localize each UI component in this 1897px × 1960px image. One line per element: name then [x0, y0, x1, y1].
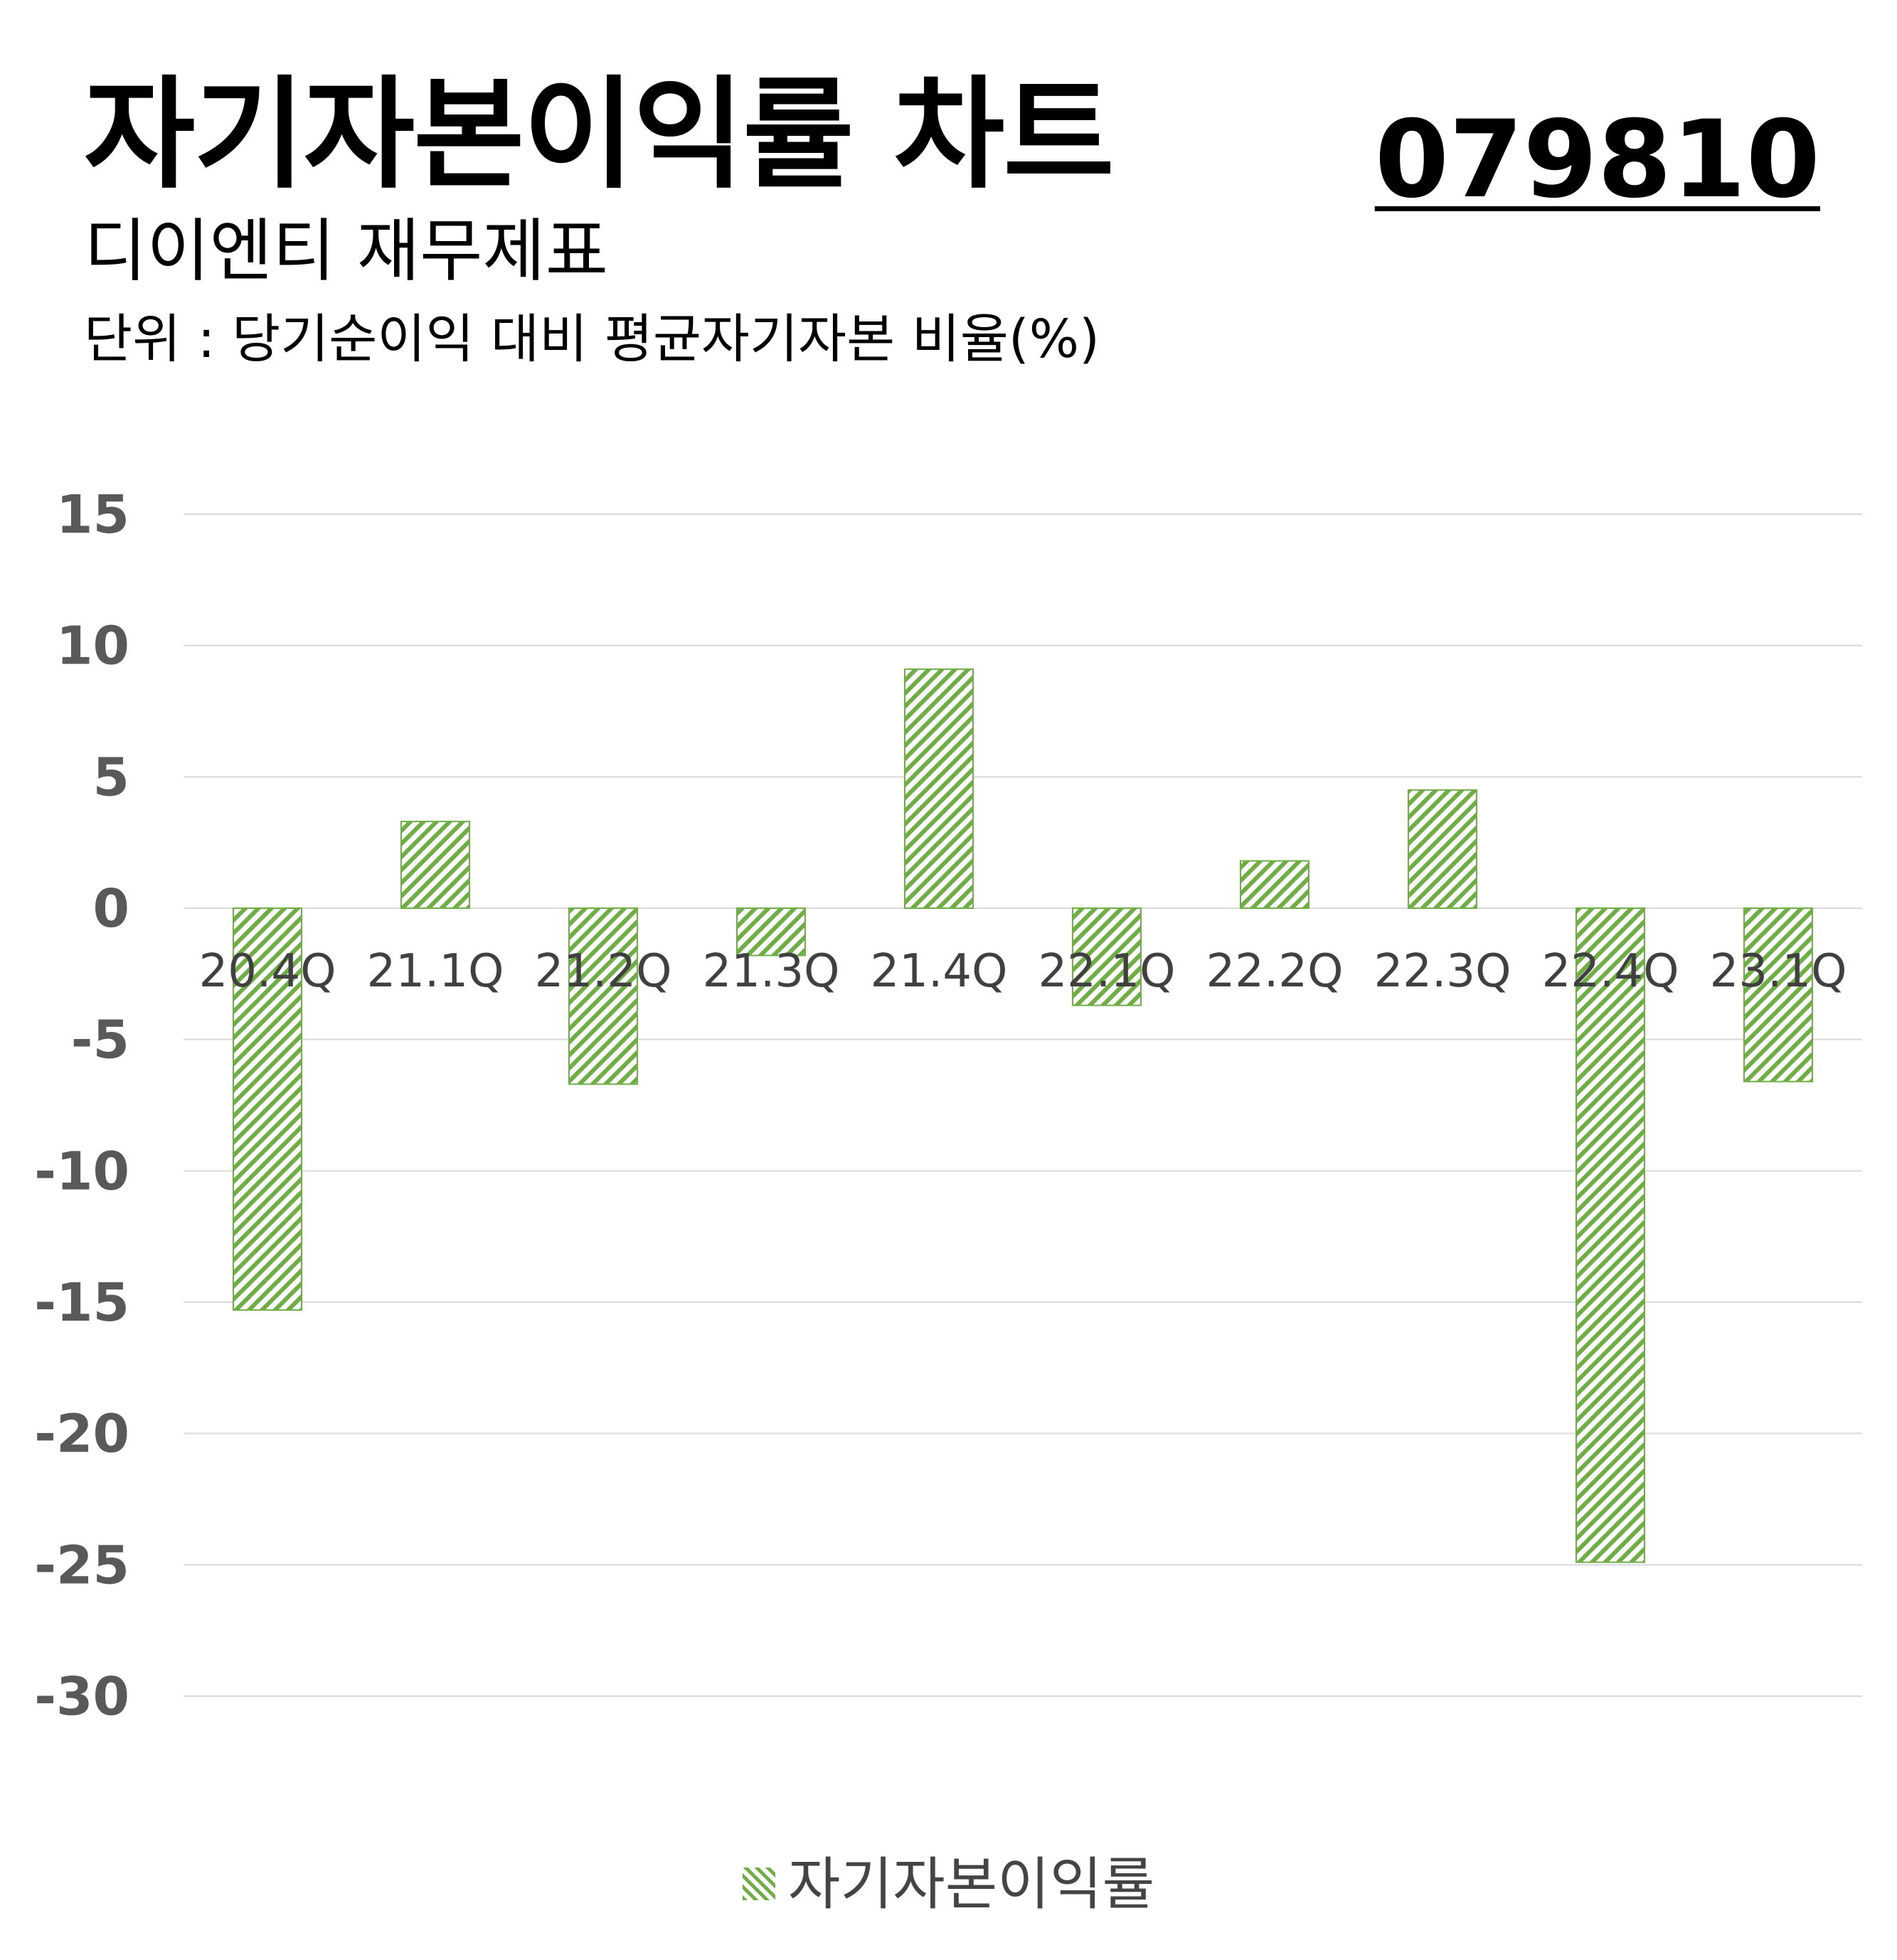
- y-tick-label: -15: [34, 1272, 129, 1333]
- y-tick-label: -5: [71, 1010, 129, 1071]
- bar-22.2Q: [1240, 860, 1309, 910]
- bar-22.3Q: [1408, 789, 1477, 910]
- y-tick-label: -30: [34, 1666, 129, 1727]
- x-category-label: 21.1Q: [367, 945, 504, 998]
- y-tick-label: 5: [93, 747, 130, 808]
- bar-20.4Q: [233, 907, 302, 1311]
- y-tick-label: -10: [34, 1141, 129, 1202]
- x-category-label: 21.2Q: [535, 945, 672, 998]
- bar-21.4Q: [904, 668, 974, 909]
- x-category-label: 22.1Q: [1038, 945, 1176, 998]
- x-axis-labels: 20.4Q 21.1Q 21.2Q 21.3Q 21.4Q 22.1Q 22.2Q 22.3Q…: [199, 945, 1847, 998]
- x-category-label: 21.4Q: [871, 945, 1008, 998]
- y-tick-label: 10: [56, 616, 129, 677]
- x-category-label: 21.3Q: [703, 945, 840, 998]
- bar-22.4Q: [1575, 907, 1645, 1563]
- bar-22.1Q: [1072, 907, 1142, 1006]
- legend-swatch: [742, 1868, 775, 1901]
- x-category-label: 20.4Q: [199, 945, 336, 998]
- bars: [233, 668, 1813, 1563]
- legend: 자기자본이익률: [0, 1856, 1897, 1913]
- bar-21.1Q: [400, 821, 470, 909]
- chart-title: 자기자본이익률 차트: [84, 65, 1115, 206]
- gridlines: [184, 513, 1862, 1697]
- x-category-label: 23.1Q: [1710, 945, 1847, 998]
- unit-label: 단위 : 당기순이익 대비 평균자기자본 비율(%): [84, 309, 1100, 370]
- y-tick-label: 15: [56, 484, 129, 545]
- x-category-label: 22.3Q: [1374, 945, 1511, 998]
- bar-23.1Q: [1743, 907, 1813, 1082]
- stock-code: 079810: [1374, 98, 1820, 222]
- legend-label: 자기자본이익률: [787, 1851, 1155, 1917]
- y-tick-label: 0: [93, 878, 130, 939]
- bar-21.3Q: [736, 907, 806, 957]
- y-tick-label: -25: [34, 1535, 129, 1596]
- bar-21.2Q: [568, 907, 638, 1085]
- y-axis-ticks: 15 10 5 0 -5 -10 -15 -20 -25 -30: [34, 484, 129, 1727]
- chart-subtitle: 디이엔티 재무제표: [84, 211, 609, 291]
- x-category-label: 22.2Q: [1206, 945, 1344, 998]
- x-category-label: 22.4Q: [1542, 945, 1679, 998]
- y-tick-label: -20: [34, 1404, 129, 1465]
